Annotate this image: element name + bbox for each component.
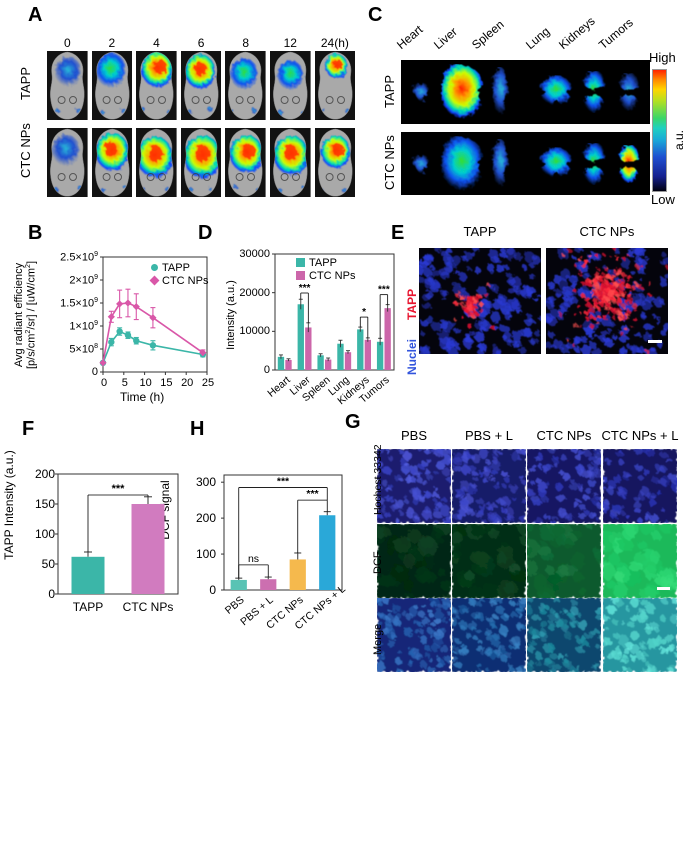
- svg-text:***: ***: [299, 283, 311, 294]
- svg-text:***: ***: [378, 285, 390, 296]
- svg-text:*: *: [362, 307, 366, 318]
